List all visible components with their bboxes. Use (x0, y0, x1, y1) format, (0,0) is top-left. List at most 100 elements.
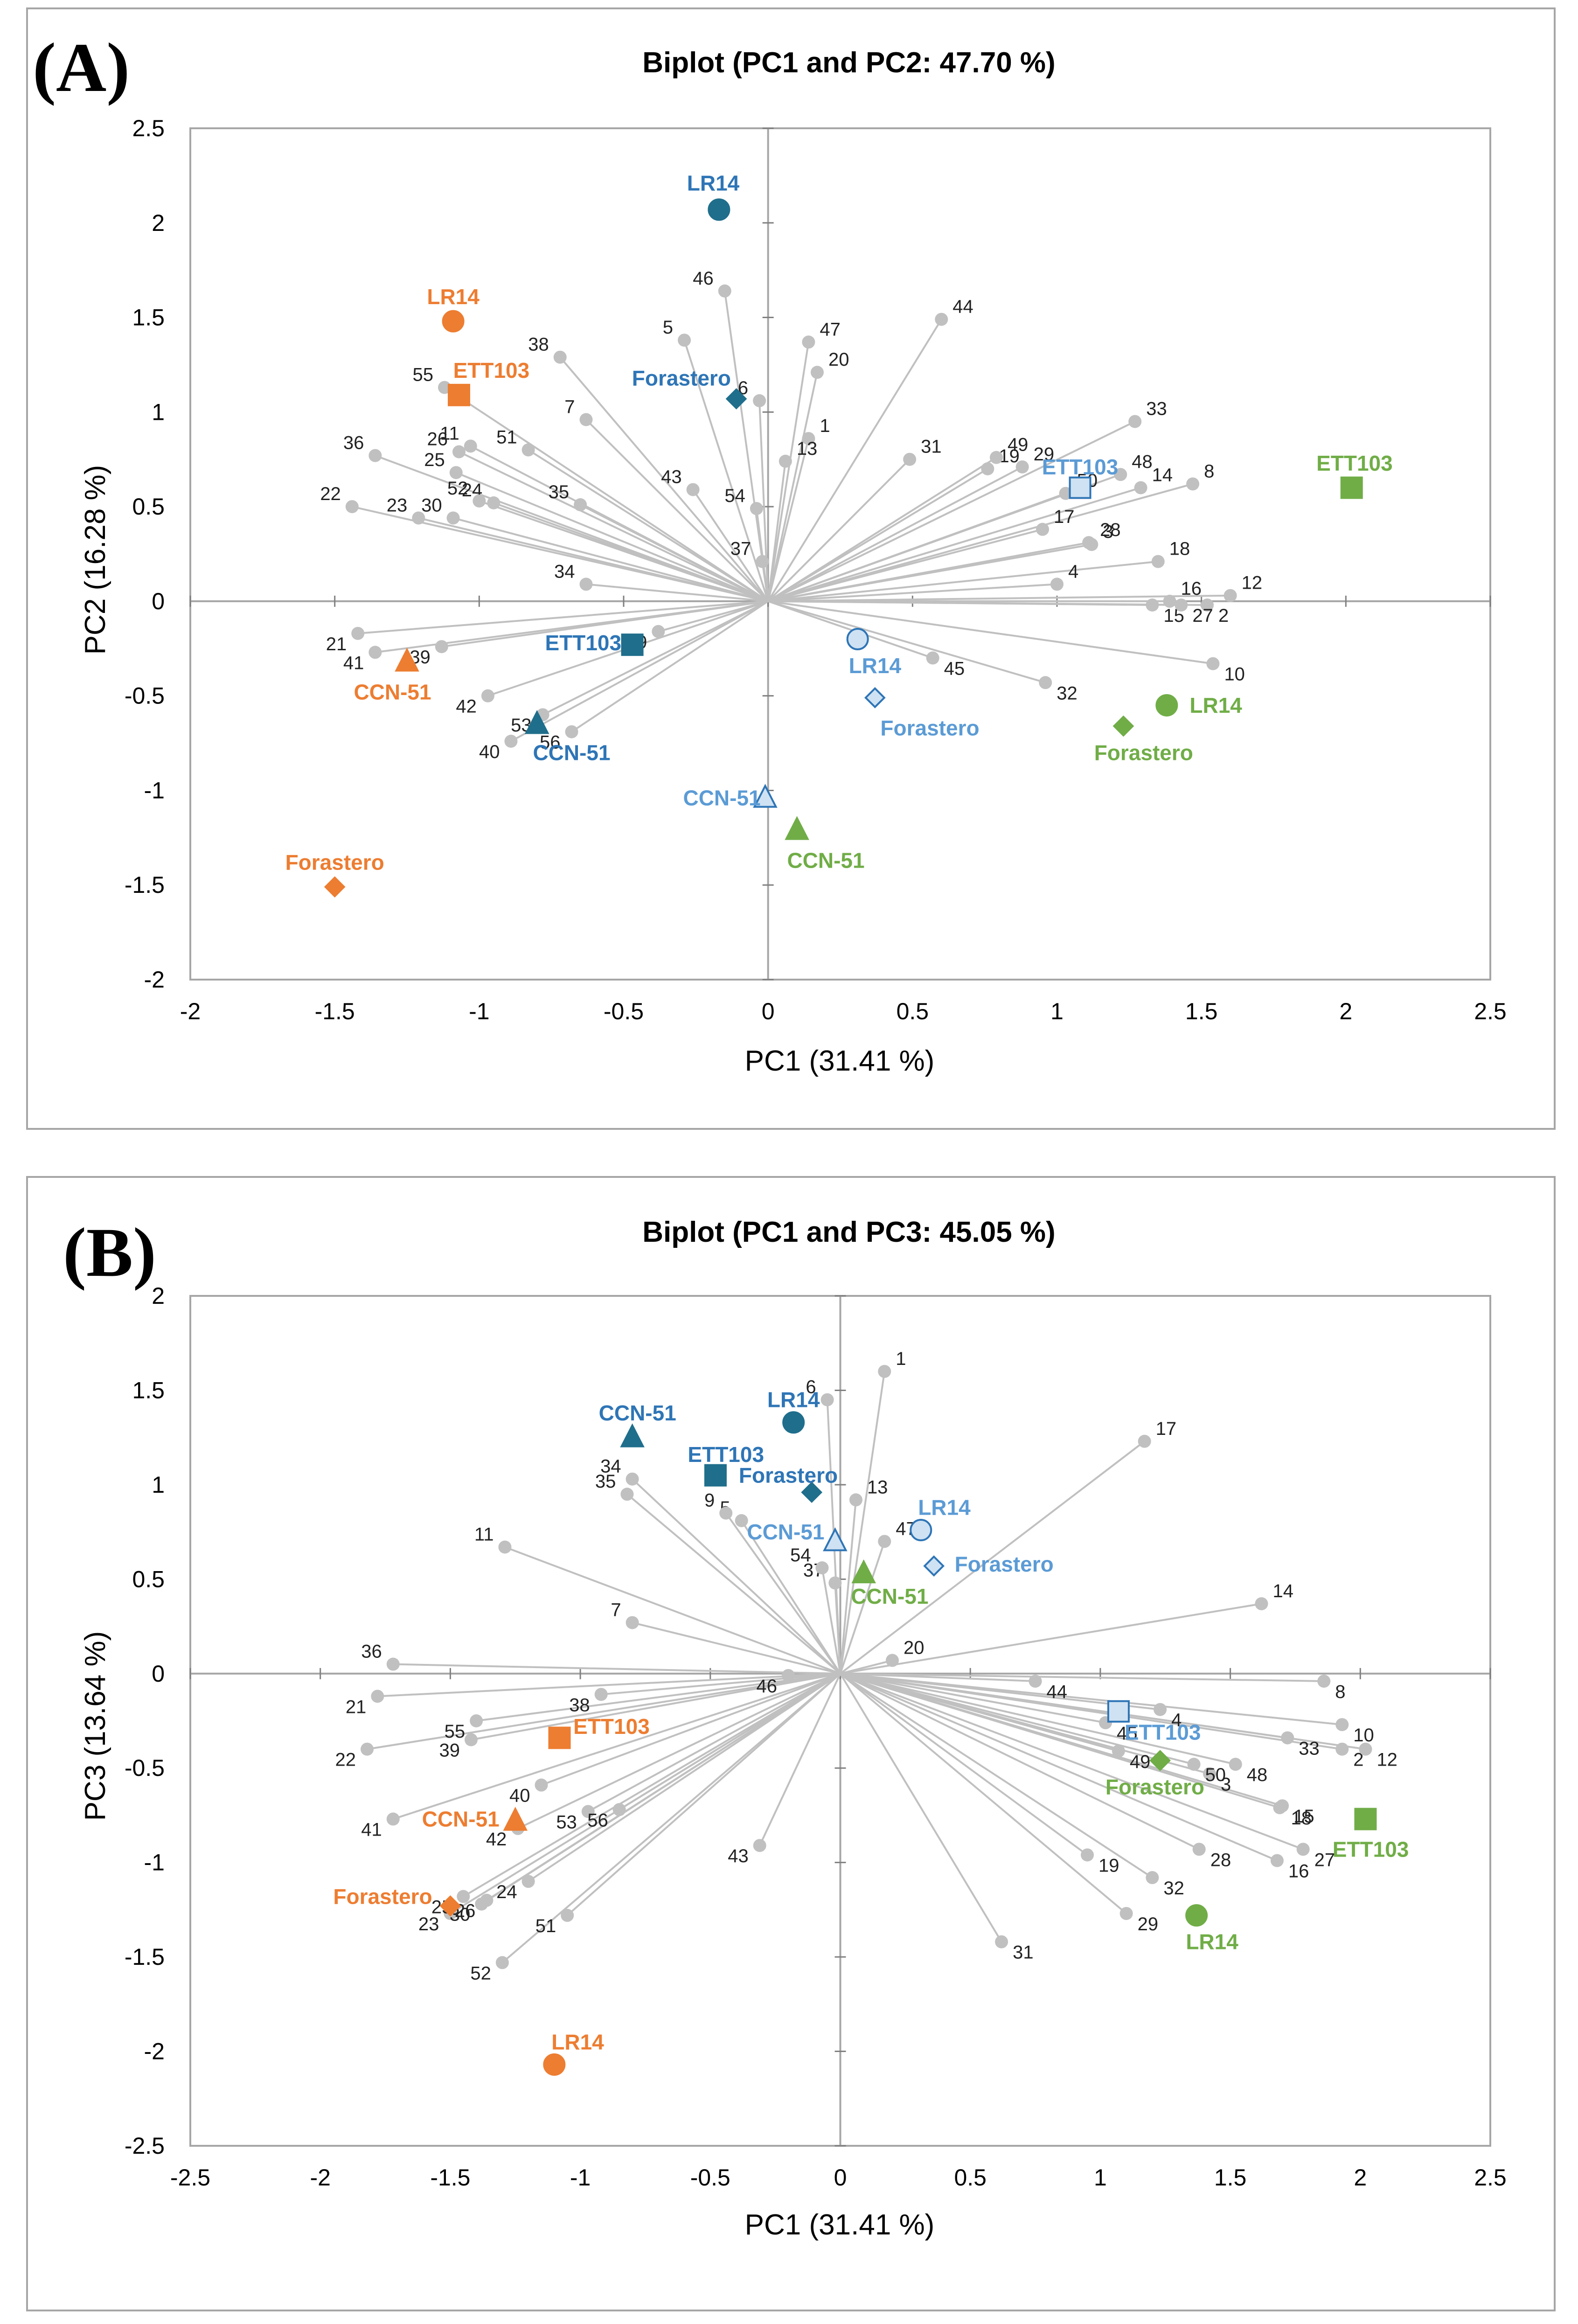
x-tick-label: -1.5 (430, 2164, 470, 2191)
variable-point (626, 1472, 639, 1486)
variable-label: 24 (496, 1882, 517, 1902)
sample-label: ETT103 (688, 1442, 764, 1467)
sample-marker-square (1107, 1700, 1130, 1723)
variable-point (815, 1561, 829, 1575)
variable-vector (571, 600, 769, 733)
sample-label: LR14 (918, 1495, 971, 1519)
variable-point (473, 494, 486, 508)
variable-point (1119, 1907, 1133, 1920)
sample-marker-diamond (801, 1482, 823, 1503)
sample-marker-diamond (1149, 1750, 1171, 1771)
variable-vector (768, 487, 1141, 602)
sample-marker-square (447, 383, 470, 406)
variable-point (1112, 1744, 1125, 1758)
variable-vector (542, 600, 769, 716)
variable-point (498, 1540, 512, 1554)
variable-label: 10 (1353, 1725, 1374, 1746)
variable-point (810, 366, 824, 379)
variable-label: 3 (1103, 522, 1113, 542)
sample-marker-circle (1185, 1904, 1208, 1927)
x-tick-label: -1.5 (315, 998, 355, 1024)
variable-label: 54 (790, 1545, 811, 1566)
variable-point (579, 578, 593, 591)
sample-marker-triangle (753, 784, 778, 808)
y-tick-label: -1.5 (125, 872, 165, 898)
variable-label: 43 (728, 1846, 749, 1866)
variable-vector (459, 451, 769, 602)
variable-point (386, 1812, 400, 1826)
variable-label: 14 (1152, 465, 1173, 486)
sample-label: LR14 (1186, 1930, 1238, 1954)
sample-marker-square (1354, 1808, 1377, 1830)
variable-label: 28 (1210, 1850, 1231, 1870)
sample-marker-diamond (324, 876, 346, 898)
variable-point (686, 483, 700, 496)
variable-label: 12 (1242, 573, 1263, 593)
variable-vector (840, 1672, 1106, 1724)
variable-label: 39 (439, 1740, 460, 1760)
y-tick-label: -1 (144, 1850, 165, 1876)
variable-point (535, 1778, 548, 1792)
y-tick-label: -2 (144, 2039, 165, 2065)
variable-point (1163, 594, 1176, 608)
variable-point (574, 498, 587, 512)
sample-marker-square (548, 1726, 571, 1749)
panel-b-title: Biplot (PC1 and PC3: 45.05 %) (642, 1216, 1055, 1248)
variable-vector (725, 1512, 841, 1674)
variable-point (1206, 657, 1220, 670)
variable-point (878, 1364, 891, 1378)
variable-label: 41 (343, 653, 364, 673)
variable-label: 52 (447, 478, 468, 499)
sample-label: CCN-51 (599, 1401, 676, 1425)
variable-vector (840, 1602, 1262, 1675)
variable-point (446, 511, 460, 525)
variable-label: 48 (1132, 452, 1153, 472)
variable-label: 23 (387, 495, 408, 515)
variable-label: 44 (952, 297, 973, 317)
variable-point (565, 725, 578, 738)
variable-label: 31 (921, 437, 942, 457)
variable-label: 10 (1224, 664, 1245, 685)
variable-label: 33 (1299, 1738, 1320, 1759)
sample-label: CCN-51 (533, 740, 610, 765)
variable-label: 36 (343, 433, 364, 453)
variable-point (981, 462, 994, 475)
y-tick-label: -2 (144, 967, 165, 993)
variable-point (779, 454, 792, 468)
variable-vector (692, 489, 769, 602)
variable-label: 45 (944, 659, 965, 679)
variable-point (495, 1956, 509, 1969)
variable-label: 13 (797, 438, 818, 459)
variable-vector (456, 472, 769, 602)
variable-vector (476, 1672, 841, 1722)
variable-vector (767, 466, 1023, 602)
variable-label: 49 (1008, 435, 1029, 455)
variable-label: 52 (470, 1963, 491, 1983)
variable-point (412, 511, 425, 525)
variable-vector (840, 1672, 1200, 1851)
sample-marker-triangle (851, 1559, 876, 1584)
panel-a: (A) Biplot (PC1 and PC2: 47.70 %) PC1 (3… (26, 7, 1556, 1130)
variable-label: 1 (820, 416, 830, 436)
variable-label: 50 (1205, 1765, 1226, 1785)
variable-label: 41 (361, 1820, 382, 1840)
variable-label: 35 (549, 482, 570, 502)
variable-vector (658, 600, 769, 633)
variable-vector (481, 1673, 841, 1905)
y-tick-label: -0.5 (125, 683, 165, 709)
variable-point (719, 1506, 733, 1520)
variable-point (753, 1839, 766, 1852)
variable-vector (767, 492, 1066, 602)
x-tick-label: 0.5 (897, 998, 929, 1024)
variable-point (435, 640, 448, 654)
variable-point (750, 502, 763, 515)
sample-marker-circle (1155, 694, 1178, 717)
variable-point (802, 335, 815, 349)
variable-vector (358, 600, 768, 634)
variable-point (1335, 1718, 1349, 1732)
variable-label: 8 (1335, 1682, 1345, 1702)
variable-vector (741, 1520, 841, 1674)
variable-vector (559, 356, 769, 602)
variable-vector (619, 1673, 841, 1811)
